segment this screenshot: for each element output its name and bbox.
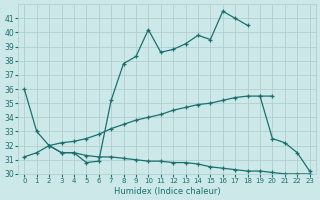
X-axis label: Humidex (Indice chaleur): Humidex (Indice chaleur) [114, 187, 220, 196]
